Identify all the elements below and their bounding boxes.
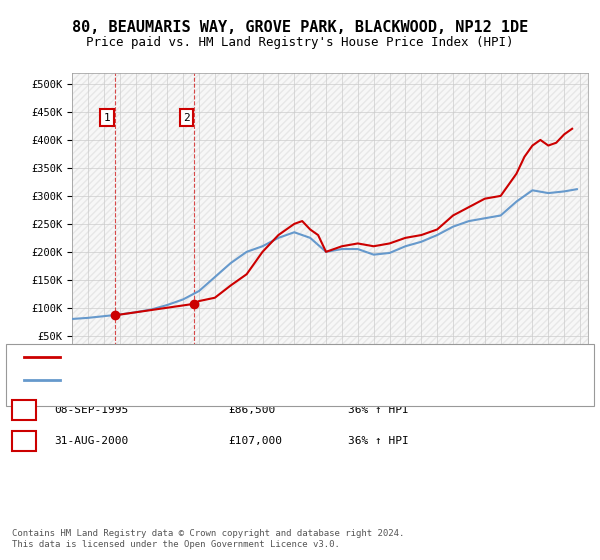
Text: 36% ↑ HPI: 36% ↑ HPI: [348, 405, 409, 416]
Text: Contains HM Land Registry data © Crown copyright and database right 2024.
This d: Contains HM Land Registry data © Crown c…: [12, 529, 404, 549]
Text: £86,500: £86,500: [228, 405, 275, 416]
Text: 80, BEAUMARIS WAY, GROVE PARK, BLACKWOOD, NP12 1DE (detached house): 80, BEAUMARIS WAY, GROVE PARK, BLACKWOOD…: [69, 352, 488, 362]
Text: 08-SEP-1995: 08-SEP-1995: [54, 405, 128, 416]
Text: 1: 1: [104, 113, 110, 123]
Text: 36% ↑ HPI: 36% ↑ HPI: [348, 436, 409, 446]
Text: 31-AUG-2000: 31-AUG-2000: [54, 436, 128, 446]
Text: £107,000: £107,000: [228, 436, 282, 446]
Text: HPI: Average price, detached house, Caerphilly: HPI: Average price, detached house, Caer…: [69, 375, 356, 385]
Text: Price paid vs. HM Land Registry's House Price Index (HPI): Price paid vs. HM Land Registry's House …: [86, 36, 514, 49]
Text: 1: 1: [20, 405, 28, 416]
Text: 2: 2: [20, 436, 28, 446]
Text: 80, BEAUMARIS WAY, GROVE PARK, BLACKWOOD, NP12 1DE: 80, BEAUMARIS WAY, GROVE PARK, BLACKWOOD…: [72, 20, 528, 35]
Text: 2: 2: [183, 113, 190, 123]
